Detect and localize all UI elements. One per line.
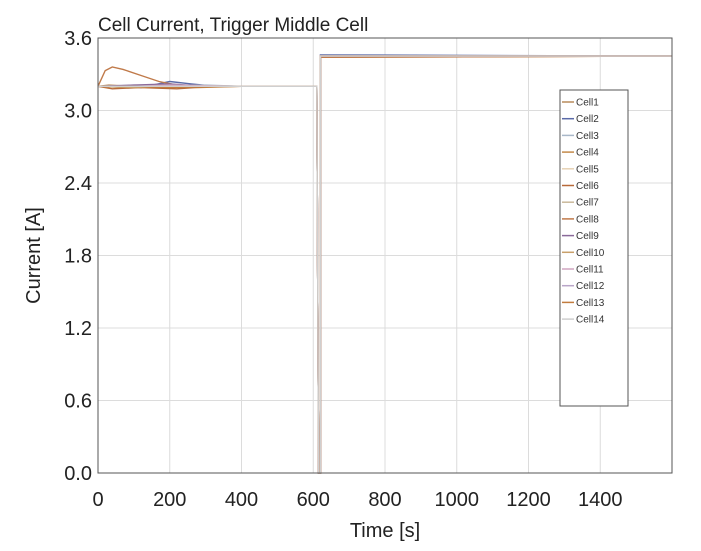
x-tick-label: 1000 (435, 489, 480, 511)
x-tick-label: 800 (368, 489, 401, 511)
x-axis-label: Time [s] (350, 520, 420, 542)
y-tick-label: 2.4 (64, 173, 92, 195)
y-tick-label: 0.0 (64, 463, 92, 485)
legend-label: Cell3 (576, 131, 599, 142)
legend-label: Cell4 (576, 148, 599, 159)
x-tick-label: 0 (92, 489, 103, 511)
legend-label: Cell9 (576, 231, 599, 242)
y-tick-label: 0.6 (64, 391, 92, 413)
y-tick-label: 3.0 (64, 101, 92, 123)
legend-label: Cell11 (576, 265, 604, 276)
legend-label: Cell2 (576, 114, 599, 125)
legend-label: Cell12 (576, 281, 605, 292)
x-tick-label: 1400 (578, 489, 623, 511)
legend: Cell1 Cell2 Cell3 Cell4 Cell5 Cell6 Cell7 Cell8… (559, 89, 629, 407)
legend-label: Cell10 (576, 248, 605, 259)
y-tick-label: 3.6 (64, 28, 92, 50)
x-tick-label: 600 (297, 489, 330, 511)
y-tick-label: 1.8 (64, 246, 92, 268)
plot-frame (97, 37, 673, 474)
legend-label: Cell6 (576, 181, 599, 192)
series-line-cell14 (98, 55, 672, 474)
x-tick-label: 1200 (506, 489, 551, 511)
legend-box (559, 89, 629, 407)
series-group (97, 54, 673, 474)
legend-label: Cell7 (576, 198, 599, 209)
y-axis-label: Current [A] (23, 207, 45, 304)
legend-label: Cell8 (576, 214, 599, 225)
chart-title: Cell Current, Trigger Middle Cell (98, 15, 368, 36)
legend-label: Cell1 (576, 98, 599, 109)
x-tick-label: 400 (225, 489, 258, 511)
tick-labels: 0 200 400 600 800 1000 1200 1400 0.0 0.6 1.2 1.8 2.4… (64, 28, 622, 511)
legend-label: Cell14 (576, 315, 605, 326)
x-tick-label: 200 (153, 489, 186, 511)
legend-label: Cell5 (576, 164, 599, 175)
y-tick-label: 1.2 (64, 318, 92, 340)
legend-label: Cell13 (576, 298, 605, 309)
